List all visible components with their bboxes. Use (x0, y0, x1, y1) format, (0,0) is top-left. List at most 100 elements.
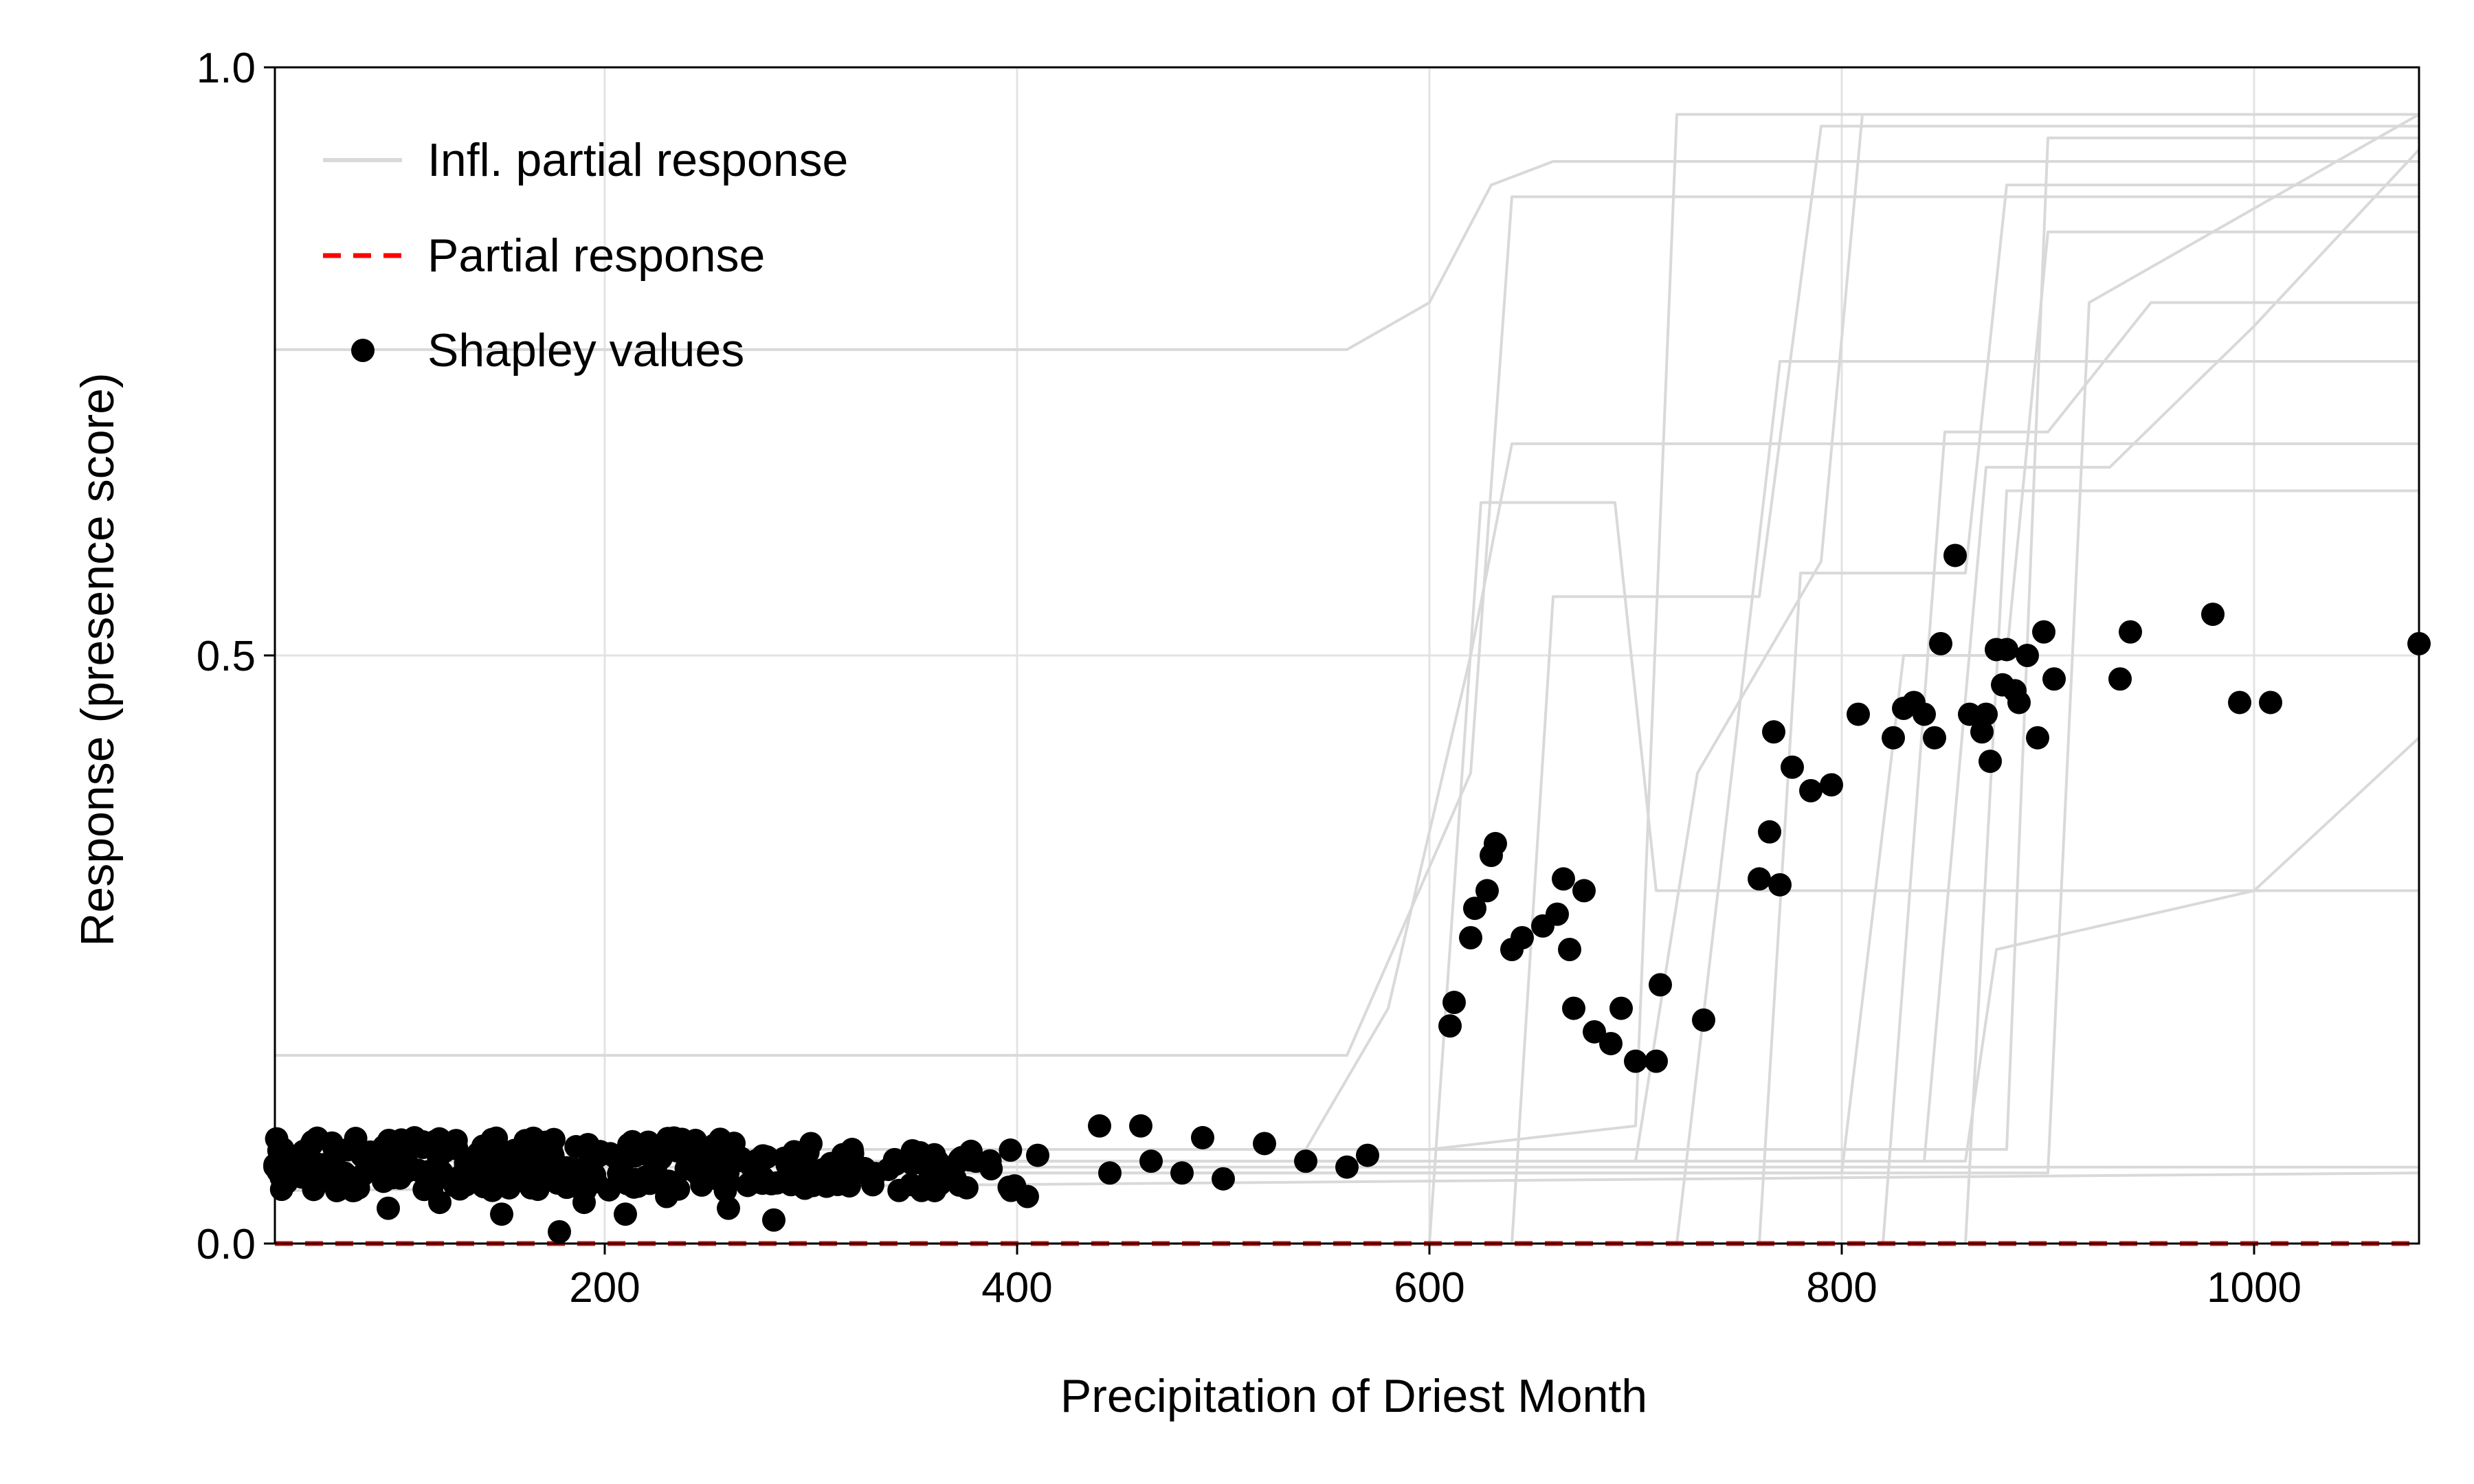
shapley-point (1294, 1149, 1317, 1173)
shapley-point (2026, 726, 2049, 750)
shapley-point (1026, 1143, 1049, 1167)
shapley-point (1212, 1167, 1235, 1191)
shapley-point (1799, 778, 1823, 802)
x-tick-label-2: 600 (1394, 1264, 1464, 1312)
shapley-point (372, 1169, 396, 1193)
shapley-point (838, 1174, 862, 1198)
influence-line-14 (275, 737, 2420, 1163)
legend-swatch-shapley (351, 339, 375, 362)
shapley-point (1335, 1155, 1359, 1179)
shapley-point (528, 1136, 552, 1160)
shapley-point (2201, 603, 2225, 627)
shapley-point (1562, 996, 1585, 1020)
shapley-point (553, 1172, 577, 1196)
x-tick-label-3: 800 (1806, 1264, 1877, 1312)
shapley-point (1088, 1114, 1111, 1138)
y-tick-label-1: 0.5 (197, 633, 256, 680)
shapley-point (1943, 543, 1967, 567)
shapley-point (1781, 755, 1804, 779)
shapley-point (1923, 726, 1946, 750)
shapley-point (713, 1178, 737, 1202)
shapley-point (765, 1171, 789, 1195)
shapley-point (1191, 1125, 1214, 1149)
shapley-point (1913, 702, 1936, 726)
shapley-point (412, 1162, 436, 1186)
legend-label-shapley: Shapley values (427, 324, 744, 376)
shapley-points-series (263, 543, 2431, 1244)
influence-line-12 (275, 442, 2419, 1151)
influence-line-11 (275, 136, 2419, 1151)
shapley-point (955, 1176, 979, 1200)
shapley-point (583, 1163, 607, 1187)
shapley-point (1762, 720, 1785, 744)
shapley-point (490, 1202, 513, 1226)
shapley-point (1645, 1049, 1668, 1073)
shapley-point (445, 1137, 469, 1161)
shapley-point (2259, 690, 2282, 715)
influence-line-15 (275, 113, 2420, 1175)
influence-line-0 (275, 159, 2419, 351)
influence-line-1 (275, 195, 2419, 1057)
shapley-point (598, 1142, 622, 1166)
shapley-point (1129, 1114, 1152, 1138)
shapley-point (1484, 831, 1507, 855)
shapley-point (502, 1138, 526, 1162)
shapley-point (1552, 867, 1575, 891)
shapley-point (1970, 720, 1994, 744)
x-tick-label-0: 200 (569, 1264, 640, 1312)
shapley-point (1139, 1149, 1163, 1173)
shapley-point (1583, 1020, 1606, 1044)
shapley-point (564, 1135, 588, 1159)
y-axis-label: Response (presence score) (71, 372, 124, 946)
shapley-point (277, 1149, 301, 1173)
shapley-point (1882, 726, 1905, 750)
shapley-point (900, 1138, 924, 1162)
shapley-point (745, 1149, 769, 1173)
y-tick-label-0: 0.0 (197, 1221, 256, 1268)
shapley-point (1463, 897, 1486, 921)
shapley-point (717, 1196, 740, 1220)
shapley-point (269, 1178, 293, 1202)
shapley-point (617, 1133, 641, 1157)
shapley-point (1098, 1161, 1122, 1185)
shapley-point (307, 1152, 331, 1176)
shapley-point (2119, 620, 2142, 644)
legend: Infl. partial response Partial response … (323, 134, 848, 376)
shapley-point (597, 1178, 621, 1202)
shapley-point (1170, 1161, 1194, 1185)
shapley-point (999, 1138, 1023, 1162)
legend-label-influence: Infl. partial response (427, 134, 848, 186)
shapley-point (1599, 1031, 1623, 1055)
shapley-point (623, 1167, 647, 1191)
shapley-point (1958, 702, 1981, 726)
shapley-point (1995, 638, 2018, 662)
x-axis: 200 400 600 800 1000 (569, 1244, 2302, 1312)
shapley-point (548, 1219, 571, 1244)
shapley-point (1609, 996, 1633, 1020)
shapley-point (2032, 620, 2055, 644)
shapley-point (1442, 991, 1466, 1015)
shapley-point (1768, 873, 1792, 897)
shapley-point (682, 1143, 706, 1167)
shapley-point (2016, 644, 2039, 667)
shapley-point (884, 1152, 908, 1176)
x-tick-label-1: 400 (981, 1264, 1052, 1312)
shapley-point (887, 1178, 911, 1202)
shapley-point (801, 1173, 825, 1198)
shapley-point (2108, 667, 2132, 691)
shapley-point (324, 1161, 348, 1185)
shapley-point (1356, 1143, 1379, 1167)
shapley-point (1572, 879, 1596, 903)
shapley-point (978, 1149, 1002, 1173)
shapley-point (529, 1163, 553, 1187)
shapley-point (2042, 667, 2066, 691)
shapley-point (864, 1162, 888, 1186)
shapley-point (1511, 925, 1534, 949)
shapley-point (1546, 902, 1569, 926)
shapley-point (1820, 773, 1843, 797)
shapley-point (946, 1150, 970, 1174)
shapley-point (1847, 702, 1870, 726)
x-tick-label-4: 1000 (2207, 1264, 2302, 1312)
shapley-point (466, 1141, 490, 1165)
